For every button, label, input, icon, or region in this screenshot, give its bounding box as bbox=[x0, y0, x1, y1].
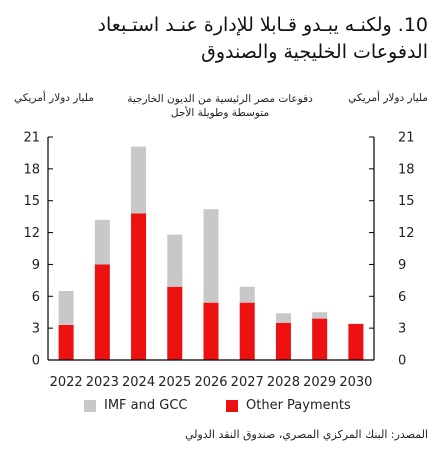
right-y-tick-label-15: 15 bbox=[398, 194, 415, 209]
left-y-tick-label-0: 0 bbox=[32, 354, 40, 369]
bar-imf-gcc-2029 bbox=[312, 312, 328, 319]
bar-imf-gcc-2025 bbox=[167, 234, 183, 287]
right-y-tick-label-6: 6 bbox=[398, 290, 406, 305]
subtitle-line-2: متوسطة وطويلة الأجل bbox=[170, 107, 270, 119]
bar-other-payments-2029 bbox=[312, 318, 328, 360]
left-y-tick-label-18: 18 bbox=[23, 162, 40, 177]
legend-item-other-payments: Other Payments bbox=[226, 398, 351, 413]
subtitle-line-1: دفوعات مصر الرئيسية من الديون الخارجية bbox=[127, 93, 313, 105]
left-y-tick-label-9: 9 bbox=[32, 258, 40, 273]
right-y-tick-label-18: 18 bbox=[398, 162, 415, 177]
left-y-tick-label-3: 3 bbox=[32, 322, 40, 337]
legend-label-other-payments: Other Payments bbox=[246, 398, 351, 413]
x-tick-label-2030: 2030 bbox=[339, 375, 372, 390]
x-tick-label-2024: 2024 bbox=[122, 375, 155, 390]
right-y-tick-label-0: 0 bbox=[398, 354, 406, 369]
right-axis-unit: مليار دولار أمريكي bbox=[348, 92, 428, 104]
bar-other-payments-2030 bbox=[348, 323, 364, 360]
bar-other-payments-2026 bbox=[203, 302, 219, 360]
x-tick-label-2029: 2029 bbox=[303, 375, 336, 390]
right-y-tick-label-9: 9 bbox=[398, 258, 406, 273]
left-y-tick-label-6: 6 bbox=[32, 290, 40, 305]
bar-imf-gcc-2027 bbox=[239, 286, 255, 303]
title-line-2: الدفوعات الخليجية والصندوق bbox=[201, 41, 428, 63]
left-y-tick-label-21: 21 bbox=[23, 131, 40, 146]
legend-label-imf-gcc: IMF and GCC bbox=[104, 398, 188, 413]
left-axis-unit: مليار دولار أمريكي bbox=[14, 92, 94, 104]
bar-other-payments-2028 bbox=[275, 322, 291, 360]
chart-title: 10. ولكنـه يبـدو قـابلا للإدارة عنـد است… bbox=[14, 12, 428, 66]
legend-item-imf-gcc: IMF and GCC bbox=[84, 398, 187, 413]
x-tick-label-2026: 2026 bbox=[194, 375, 227, 390]
source-note: المصدر: البنك المركزي المصري، صندوق النق… bbox=[184, 428, 428, 441]
bar-imf-gcc-2028 bbox=[275, 313, 291, 323]
x-tick-label-2023: 2023 bbox=[86, 375, 119, 390]
bar-other-payments-2022 bbox=[58, 324, 74, 360]
bar-other-payments-2024 bbox=[131, 213, 147, 360]
legend-swatch-imf-gcc bbox=[84, 399, 96, 412]
right-y-tick-label-12: 12 bbox=[398, 226, 415, 241]
right-y-tick-label-21: 21 bbox=[398, 131, 415, 146]
bar-other-payments-2027 bbox=[239, 302, 255, 360]
x-tick-label-2027: 2027 bbox=[231, 375, 264, 390]
bar-imf-gcc-2023 bbox=[94, 219, 110, 265]
bar-imf-gcc-2024 bbox=[131, 146, 147, 214]
bar-imf-gcc-2026 bbox=[203, 209, 219, 303]
x-tick-label-2022: 2022 bbox=[50, 375, 83, 390]
bar-other-payments-2023 bbox=[94, 264, 110, 360]
legend-swatch-other-payments bbox=[226, 399, 238, 412]
x-tick-label-2025: 2025 bbox=[158, 375, 191, 390]
left-y-tick-label-12: 12 bbox=[23, 226, 40, 241]
chart-subtitle: دفوعات مصر الرئيسية من الديون الخارجية م… bbox=[120, 92, 320, 120]
bar-imf-gcc-2022 bbox=[58, 290, 74, 325]
title-line-1: 10. ولكنـه يبـدو قـابلا للإدارة عنـد است… bbox=[97, 14, 428, 36]
left-y-tick-label-15: 15 bbox=[23, 194, 40, 209]
x-tick-label-2028: 2028 bbox=[267, 375, 300, 390]
right-y-tick-label-3: 3 bbox=[398, 322, 406, 337]
bar-other-payments-2025 bbox=[167, 286, 183, 360]
